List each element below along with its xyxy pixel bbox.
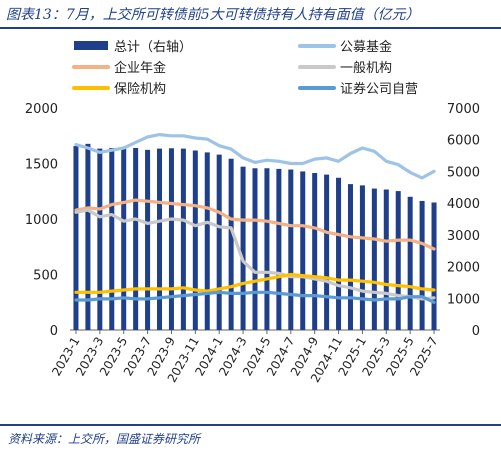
bar-total-2024-6 (276, 168, 282, 330)
bar-total-2024-7 (288, 169, 294, 330)
y-right-tick-label: 4000 (447, 197, 480, 212)
bar-total-2023-10 (180, 148, 186, 330)
y-right-tick-label: 6000 (447, 134, 480, 149)
y-left-tick-label: 0 (50, 324, 58, 339)
chart-title: 图表13：7月，上交所可转债前5大可转债持有人持有面值（亿元） (6, 7, 420, 23)
bar-total-2024-5 (264, 168, 270, 330)
y-right-tick-label: 3000 (447, 229, 480, 244)
legend-label-2: 企业年金 (114, 60, 166, 76)
bar-total-2023-12 (204, 152, 210, 330)
bar-total-2023-3 (97, 148, 103, 330)
bar-total-2024-4 (252, 168, 258, 330)
y-left-tick-label: 2000 (25, 102, 58, 117)
bar-total-2025-4 (395, 191, 401, 330)
bar-total-2023-5 (121, 147, 127, 330)
line-series-public-fund (74, 132, 436, 180)
y-left-tick-label: 500 (33, 269, 58, 284)
source-note: 资料来源：上交所，国盛证券研究所 (8, 432, 201, 446)
y-right-tick-label: 1000 (447, 292, 480, 307)
bar-total-2024-9 (312, 173, 318, 330)
legend-swatch-total (74, 41, 108, 50)
bar-total-2024-10 (324, 174, 330, 330)
bar-total-2023-6 (133, 147, 139, 330)
title-divider (0, 27, 501, 29)
bar-total-2023-9 (168, 148, 174, 330)
line-series-insurance (74, 272, 436, 294)
bar-total-2024-11 (336, 177, 342, 330)
legend-label-5: 证券公司自营 (340, 81, 418, 97)
bar-total-2024-2 (228, 158, 234, 330)
y-left-tick-label: 1500 (25, 158, 58, 173)
bar-total-2024-3 (240, 166, 246, 330)
y-right-tick-label: 0 (472, 324, 480, 339)
bar-total-2023-8 (157, 148, 163, 330)
bar-total-2025-1 (359, 185, 365, 330)
bar-total-2023-1 (73, 146, 79, 330)
bar-total-2024-12 (347, 184, 353, 330)
bar-total-2025-5 (407, 196, 413, 330)
bar-total-2023-11 (192, 150, 198, 330)
y-left-tick-label: 1000 (25, 213, 58, 228)
line-series-group (74, 132, 436, 304)
legend-label-0: 总计（右轴） (114, 40, 192, 55)
bar-total-2025-7 (431, 202, 437, 330)
bar-total-2023-2 (85, 143, 91, 330)
bar-series-total (73, 143, 437, 330)
bar-total-2025-3 (383, 189, 389, 330)
y-right-tick-label: 2000 (447, 261, 480, 276)
y-right-tick-label: 7000 (447, 102, 480, 117)
bar-total-2023-7 (145, 149, 151, 330)
legend-label-4: 保险机构 (114, 82, 166, 97)
line-series-securities-proprietary (74, 290, 436, 304)
line-series-general-corp (74, 208, 436, 301)
bar-total-2023-4 (109, 147, 115, 330)
bar-total-2025-2 (371, 188, 377, 330)
bar-total-2024-8 (300, 171, 306, 330)
bar-total-2024-1 (216, 154, 222, 330)
legend-label-1: 公募基金 (340, 39, 392, 55)
legend-label-3: 一般机构 (340, 60, 392, 76)
bar-total-2025-6 (419, 200, 425, 330)
footer-divider (0, 424, 501, 426)
line-series-enterprise-annuity (74, 198, 436, 251)
y-right-tick-label: 5000 (447, 165, 480, 180)
